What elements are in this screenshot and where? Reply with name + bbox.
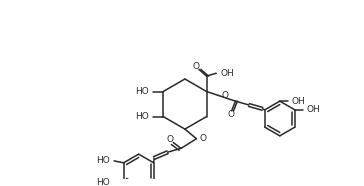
Text: HO: HO (135, 112, 149, 121)
Text: OH: OH (220, 69, 234, 78)
Text: O: O (193, 62, 199, 71)
Text: O: O (227, 110, 234, 119)
Text: OH: OH (306, 105, 320, 114)
Text: O: O (167, 135, 174, 144)
Text: OH: OH (291, 97, 305, 106)
Text: O: O (199, 134, 206, 143)
Text: HO: HO (96, 156, 110, 165)
Text: O: O (221, 91, 228, 100)
Text: HO: HO (96, 178, 110, 186)
Text: HO: HO (135, 87, 149, 96)
